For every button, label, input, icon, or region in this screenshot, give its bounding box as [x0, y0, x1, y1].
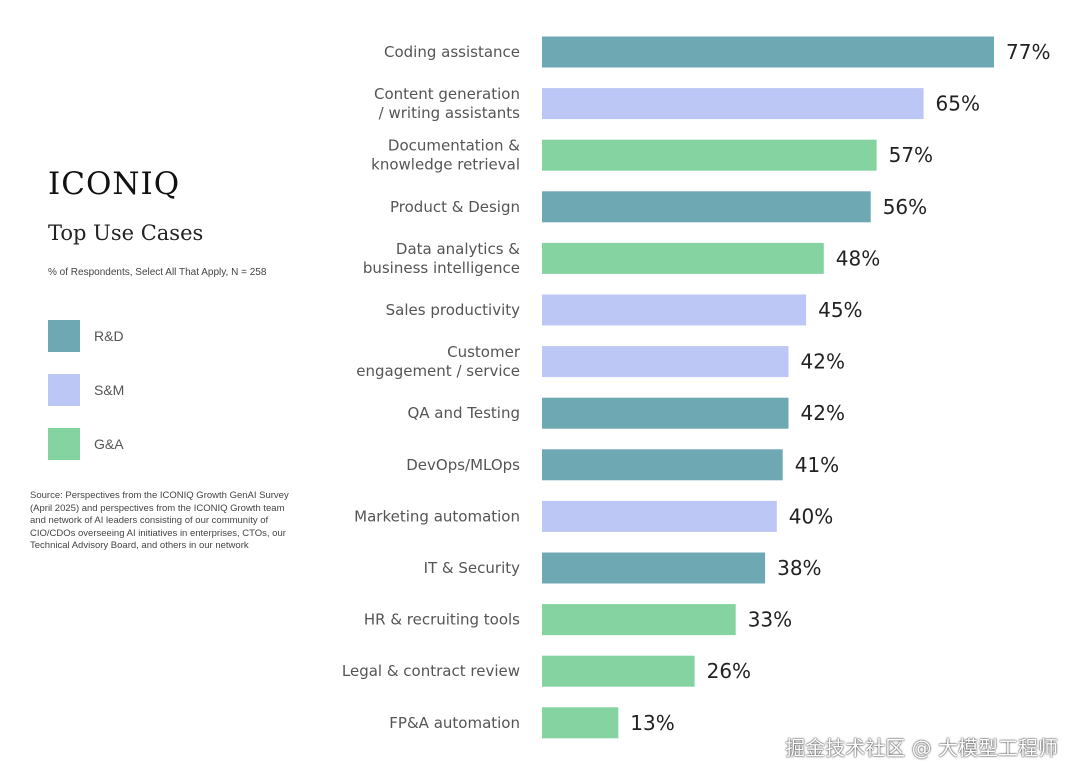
value-label-12: 26%: [707, 659, 751, 683]
value-label-9: 40%: [789, 504, 833, 528]
bar-4: [542, 242, 824, 274]
value-label-11: 33%: [748, 608, 792, 632]
bar-0: [542, 36, 994, 68]
category-label-2-line-1: knowledge retrieval: [371, 156, 520, 174]
category-label-12: Legal & contract review: [342, 662, 520, 680]
legend-label-rd: R&D: [94, 328, 124, 344]
category-label-13: FP&A automation: [389, 714, 520, 732]
bar-6: [542, 346, 789, 378]
value-label-7: 42%: [801, 401, 845, 425]
value-label-4: 48%: [836, 246, 880, 270]
bar-12: [542, 655, 695, 687]
source-note: Source: Perspectives from the ICONIQ Gro…: [30, 490, 289, 551]
value-label-6: 42%: [801, 350, 845, 374]
chart-title: Top Use Cases: [48, 221, 204, 245]
value-label-1: 65%: [936, 92, 980, 116]
legend-swatch-ga: [48, 428, 80, 460]
bar-3: [542, 191, 871, 223]
category-label-5: Sales productivity: [386, 301, 520, 319]
category-label-1-line-0: Content generation: [374, 85, 520, 103]
value-label-2: 57%: [889, 143, 933, 167]
category-label-6-line-1: engagement / service: [356, 362, 520, 380]
category-label-2-line-0: Documentation &: [388, 137, 520, 155]
legend-label-sm: S&M: [94, 382, 125, 398]
category-label-4-line-1: business intelligence: [363, 259, 520, 277]
legend-swatch-sm: [48, 374, 80, 406]
brand-logo: ICONIQ: [48, 166, 181, 202]
category-label-8: DevOps/MLOps: [406, 456, 520, 474]
value-label-0: 77%: [1006, 40, 1050, 64]
legend-label-ga: G&A: [94, 436, 124, 452]
bar-5: [542, 294, 807, 326]
legend-item-ga: G&A: [48, 428, 248, 460]
category-label-9: Marketing automation: [354, 507, 520, 525]
category-label-0: Coding assistance: [384, 43, 520, 61]
legend-swatch-rd: [48, 320, 80, 352]
bar-2: [542, 139, 877, 171]
category-label-7: QA and Testing: [407, 404, 520, 422]
bar-9: [542, 500, 777, 532]
category-label-3: Product & Design: [390, 198, 520, 216]
category-label-4-line-0: Data analytics &: [396, 240, 520, 258]
value-label-8: 41%: [795, 453, 839, 477]
watermark: 掘金技术社区 @ 大模型工程师: [785, 736, 1058, 760]
legend-item-rd: R&D: [48, 320, 248, 352]
bar-8: [542, 449, 783, 481]
bar-10: [542, 552, 766, 584]
category-label-10: IT & Security: [424, 559, 521, 577]
value-label-5: 45%: [818, 298, 862, 322]
bar-1: [542, 88, 924, 120]
category-label-6-line-0: Customer: [447, 343, 521, 361]
bar-13: [542, 707, 619, 739]
category-label-1-line-1: / writing assistants: [379, 104, 521, 122]
category-label-11: HR & recruiting tools: [364, 611, 520, 629]
value-label-10: 38%: [777, 556, 821, 580]
value-label-13: 13%: [630, 711, 674, 735]
bar-11: [542, 604, 736, 636]
bar-7: [542, 397, 789, 429]
value-label-3: 56%: [883, 195, 927, 219]
legend-item-sm: S&M: [48, 374, 248, 406]
chart-subtitle: % of Respondents, Select All That Apply,…: [48, 267, 267, 278]
